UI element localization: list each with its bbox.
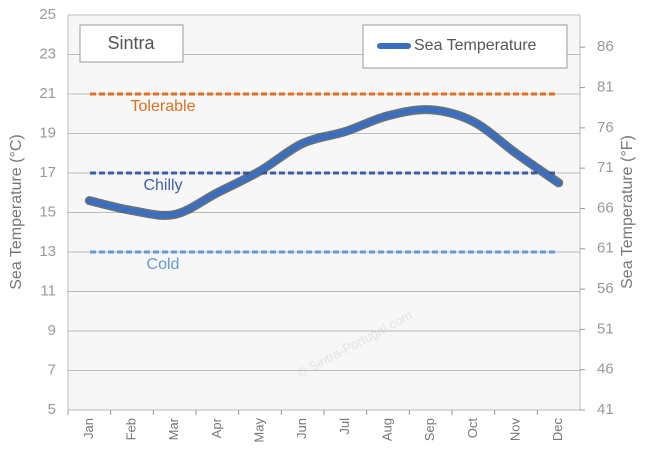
y-tick-label: 5: [48, 401, 56, 418]
y2-tick-label: 76: [597, 119, 614, 136]
x-tick-label: Nov: [507, 418, 522, 442]
y2-tick-label: 86: [597, 38, 614, 55]
x-tick-label: Mar: [166, 417, 181, 440]
y-tick-label: 19: [39, 124, 56, 141]
x-tick-label: Dec: [550, 418, 565, 442]
y-axis-label: Sea Temperature (°C): [8, 134, 25, 290]
y2-tick-label: 46: [597, 361, 614, 378]
marks: 5 7 9 11 13 15 17 19 21 23 25 41 46 51 56 61 66 71 76 81 86 J…: [39, 6, 613, 443]
y-tick-label: 21: [39, 85, 56, 102]
x-tick-label: Jun: [294, 418, 309, 439]
x-tick-label: Jan: [81, 418, 96, 439]
reference-label: Chilly: [143, 177, 182, 194]
y-tick-label: 15: [39, 203, 56, 220]
y-tick-label: 17: [39, 164, 56, 181]
y-tick-label: 9: [48, 322, 56, 339]
x-tick-label: Sep: [422, 418, 437, 441]
x-tick-label: Apr: [209, 417, 224, 438]
reference-label: Tolerable: [131, 98, 196, 115]
legend-label: Sea Temperature: [414, 37, 537, 54]
x-tick-label: Jul: [337, 418, 352, 435]
x-tick-label: Feb: [123, 418, 138, 440]
y2-tick-label: 56: [597, 280, 614, 297]
line: [86, 106, 562, 219]
y2-tick-label: 66: [597, 199, 614, 216]
y2-tick-label: 81: [597, 79, 614, 96]
reference-label: Cold: [147, 256, 180, 273]
x-tick-label: Oct: [465, 418, 480, 439]
y-tick-label: 7: [48, 361, 56, 378]
y2-tick-label: 61: [597, 240, 614, 257]
y2-tick-label: 51: [597, 320, 614, 337]
y-tick-label: 13: [39, 243, 56, 260]
y2-tick-label: 41: [597, 401, 614, 418]
y2-tick-label: 71: [597, 159, 614, 176]
y2-axis-label: Sea Temperature (°F): [619, 135, 636, 289]
x-tick-label: Aug: [379, 418, 394, 441]
title-box: [79, 24, 184, 63]
chart-title: Sintra: [107, 33, 155, 53]
x-tick-label: May: [251, 418, 266, 443]
y-tick-label: 25: [39, 6, 56, 23]
y-tick-label: 23: [39, 45, 56, 62]
y-tick-label: 11: [40, 282, 56, 299]
